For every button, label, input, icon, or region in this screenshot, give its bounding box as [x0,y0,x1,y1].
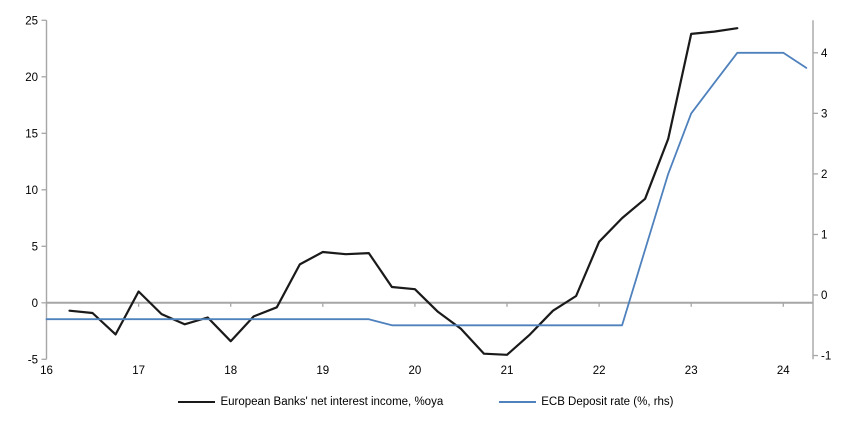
blue-line-swatch-icon [499,401,537,403]
series-line-1 [45,51,808,327]
x-axis-tick-label: 22 [593,365,606,377]
legend-item-net-interest-income: European Banks' net interest income, %oy… [178,396,443,408]
legend-item-ecb-deposit-rate: ECB Deposit rate (%, rhs) [499,396,674,408]
x-axis-tick-label: 24 [777,365,790,377]
legend-label-ecb-deposit-rate: ECB Deposit rate (%, rhs) [541,396,674,408]
right-axis-tick-label: 1 [821,229,827,241]
left-axis-tick-label: 25 [25,15,38,27]
legend-label-net-interest-income: European Banks' net interest income, %oy… [220,396,444,408]
x-axis-tick-label: 17 [132,365,145,377]
left-axis-tick-label: 0 [32,298,38,310]
x-axis-tick-label: 23 [685,365,698,377]
right-axis-tick-label: 2 [821,169,827,181]
series-line-0 [68,27,739,356]
left-axis-tick-label: 5 [32,241,38,253]
x-axis-tick-label: 19 [316,365,329,377]
black-line-swatch-icon [178,401,216,403]
right-axis-tick-label: -1 [821,351,831,363]
left-axis-tick-label: 20 [25,72,38,84]
right-axis-tick-label: 4 [821,48,828,60]
left-axis-tick-label: -5 [28,354,38,366]
chart-legend: European Banks' net interest income, %oy… [0,396,852,408]
left-axis-tick-label: 10 [25,185,38,197]
x-axis-tick-label: 18 [224,365,237,377]
right-axis-tick-label: 0 [821,290,827,302]
right-axis-tick-label: 3 [821,108,827,120]
x-axis-tick-label: 21 [501,365,514,377]
left-axis-tick-label: 15 [25,128,38,140]
x-axis-tick-label: 16 [40,365,53,377]
x-axis-tick-label: 20 [409,365,422,377]
